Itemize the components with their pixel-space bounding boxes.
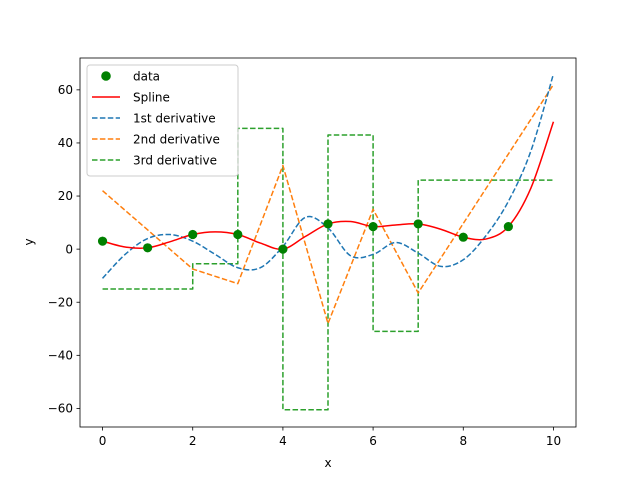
data-point [278,244,288,254]
legend-frame [86,64,239,177]
data-point [323,219,333,229]
y-tick-label: 60 [58,83,73,97]
series-line-3rd-derivative [102,127,554,411]
legend-label: 3rd derivative [133,153,217,167]
y-tick-label: −20 [48,295,73,309]
legend-entry-1st-derivative: 1st derivative [92,111,216,125]
y-tick-label: 0 [65,242,73,256]
data-point [368,221,378,232]
legend-entry-3rd-derivative: 3rd derivative [92,153,217,167]
x-axis-label: x [324,456,331,470]
legend-entry-data: data [101,69,160,83]
x-tick-label: 8 [459,434,467,448]
data-point [143,243,153,253]
legend-entry-spline: Spline [92,90,170,104]
y-axis-label: y [22,238,36,245]
x-tick-label: 6 [369,434,377,448]
x-axis-ticks: 0 2 4 6 8 10 [99,427,561,448]
x-tick-label: 2 [189,434,197,448]
data-point [233,229,243,240]
series-line-2nd-derivative [102,84,555,325]
x-tick-label: 10 [546,434,561,448]
legend-label: 2nd derivative [133,132,220,146]
data-point [97,236,108,246]
data-point [188,229,198,240]
data-point [458,232,468,242]
x-tick-label: 4 [279,434,287,448]
y-tick-label: −60 [48,402,73,416]
y-tick-label: −40 [48,349,73,363]
legend-marker [101,71,111,81]
legend-label: Spline [133,90,170,104]
y-axis-ticks: −60 −40 −20 0 20 40 60 [48,83,80,416]
legend-label: data [133,69,160,83]
data-points-layer [97,219,513,254]
data-point [503,221,513,232]
legend: data Spline 1st derivative 2nd derivative 3r… [86,64,239,177]
legend-label: 1st derivative [133,111,216,125]
legend-entry-2nd-derivative: 2nd derivative [92,132,220,146]
plot-area-frame [79,57,577,428]
y-tick-label: 20 [58,189,73,203]
x-tick-label: 0 [99,434,107,448]
data-point [413,219,423,229]
y-tick-label: 40 [58,136,73,150]
